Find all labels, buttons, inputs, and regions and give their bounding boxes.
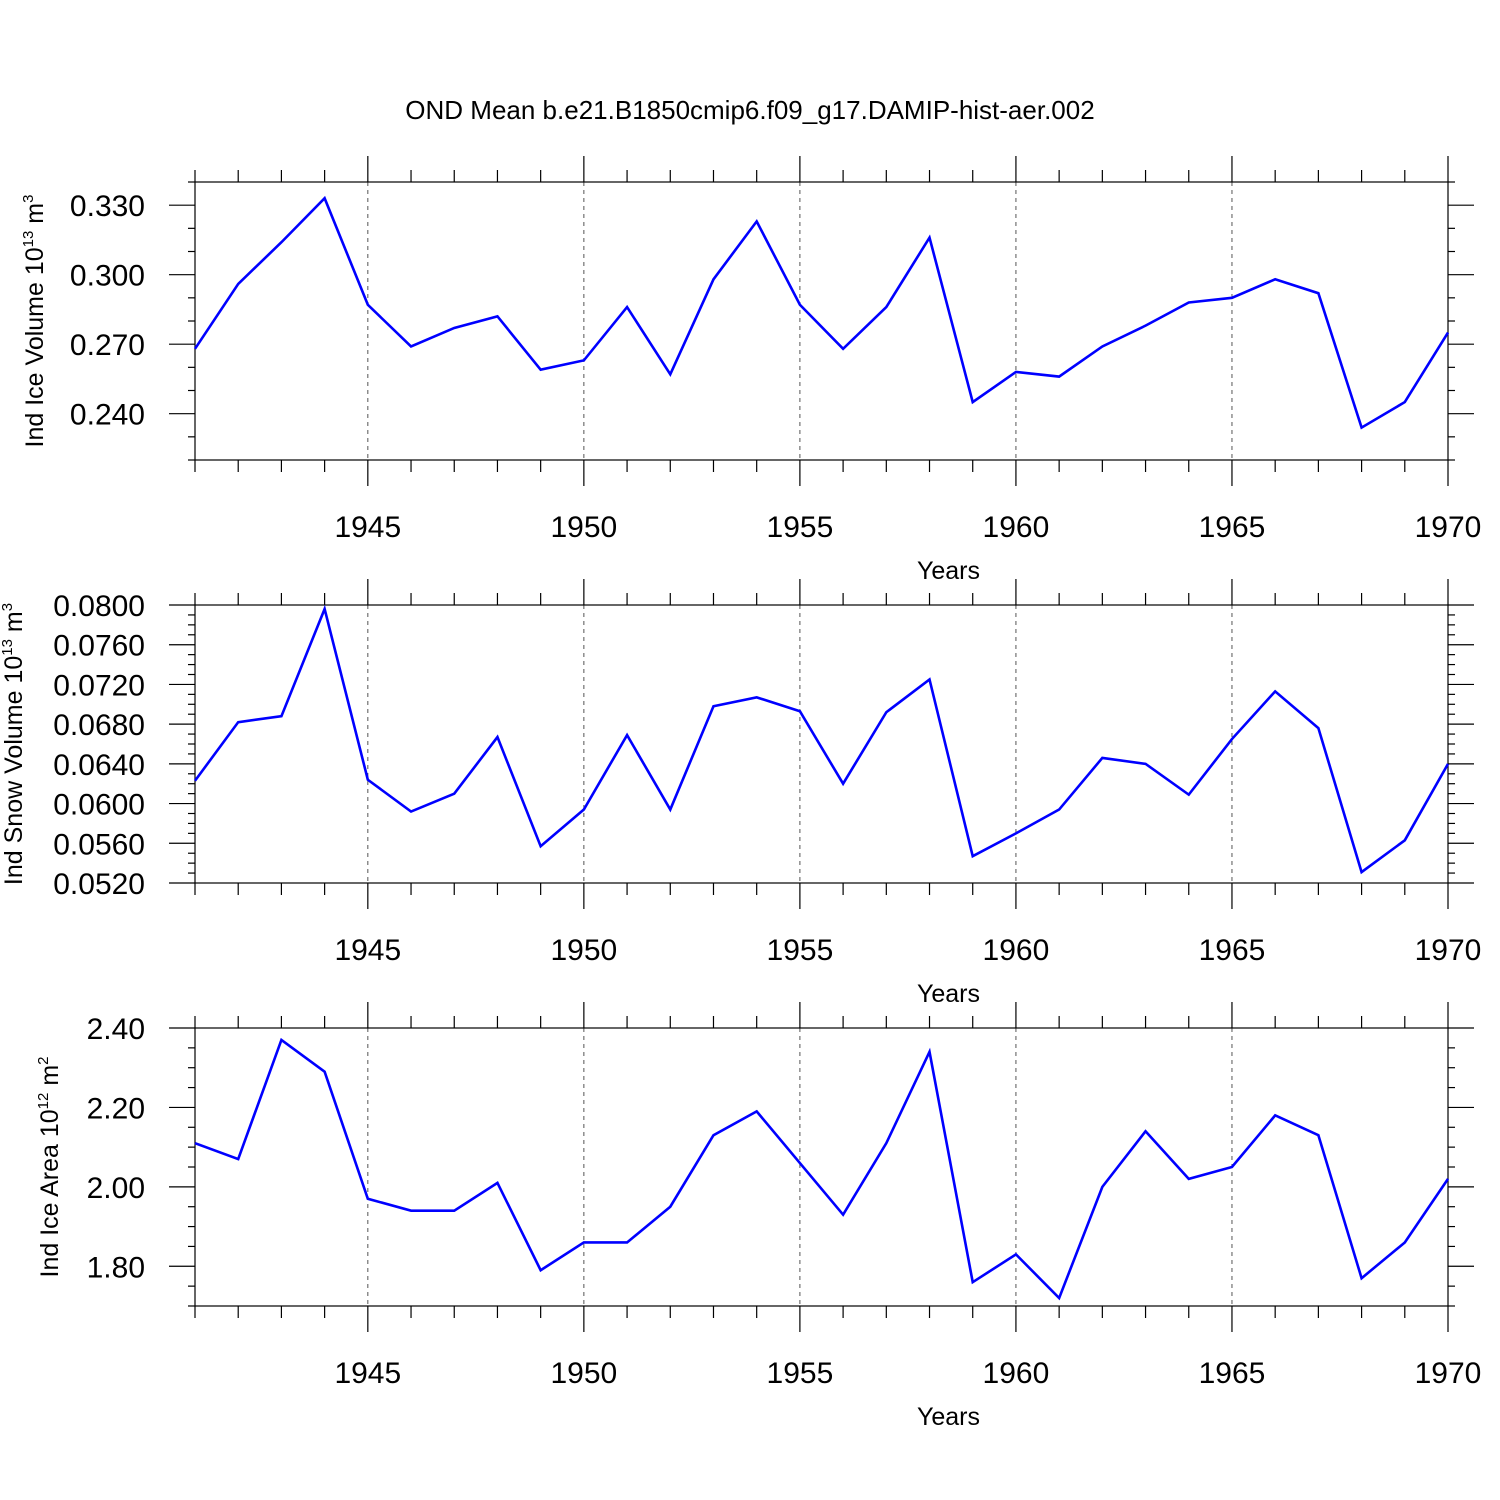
- y-axis-title-superscript: 13: [0, 639, 16, 656]
- y-tick-label: 0.0520: [53, 868, 145, 901]
- series-line: [193, 604, 1450, 875]
- y-tick-label: 0.300: [70, 260, 145, 293]
- y-tick-label: 1.80: [87, 1251, 145, 1284]
- y-tick-label: 0.330: [70, 190, 145, 223]
- x-tick-label: 1965: [1199, 511, 1266, 544]
- y-tick-label: 0.0720: [53, 669, 145, 702]
- x-tick-label: 1950: [550, 934, 617, 967]
- y-tick-label: 2.00: [87, 1172, 145, 1205]
- panel-ice-area: 1945 1950 1955 1960 1965 1970 1.80 2.00 2.20 2.40…: [35, 1002, 1482, 1431]
- y-axis-title-part: Ind Ice Volume 10: [21, 247, 49, 447]
- x-tick-label: 1945: [334, 1357, 401, 1390]
- x-tick-label: 1970: [1415, 511, 1482, 544]
- x-axis-title: Years: [917, 980, 980, 1008]
- series-line: [193, 195, 1450, 430]
- y-axis-title-superscript: 13: [20, 231, 37, 248]
- panel-ice-volume: 1945 1950 1955 1960 1965 1970 0.240 0.270 0.300 0…: [20, 156, 1482, 585]
- y-tick-label: 0.240: [70, 399, 145, 432]
- y-tick-label: 2.20: [87, 1092, 145, 1125]
- y-tick-label: 0.0600: [53, 789, 145, 822]
- y-axis-title-superscript: 2: [35, 1057, 52, 1065]
- y-axis-title-part: m: [21, 203, 49, 231]
- y-axis-title-part: m: [0, 611, 28, 639]
- y-axis-title-part: m: [36, 1065, 64, 1093]
- panels: 1945 1950 1955 1960 1965 1970 0.240 0.270 0.300 0…: [0, 156, 1481, 1431]
- x-axis-title: Years: [917, 1403, 980, 1431]
- y-axis-title-superscript: 3: [20, 195, 37, 203]
- x-tick-label: 1955: [767, 934, 834, 967]
- y-tick-label: 0.0680: [53, 709, 145, 742]
- y-axis-title-superscript: 3: [0, 603, 16, 611]
- x-tick-label: 1950: [550, 1357, 617, 1390]
- x-tick-label: 1945: [334, 511, 401, 544]
- x-tick-label: 1970: [1415, 934, 1482, 967]
- figure-title: OND Mean b.e21.B1850cmip6.f09_g17.DAMIP-…: [405, 95, 1094, 125]
- x-axis-title: Years: [917, 557, 980, 585]
- y-tick-label: 0.0760: [53, 630, 145, 663]
- series-line: [194, 1037, 1450, 1301]
- y-tick-label: 0.0560: [53, 828, 145, 861]
- y-tick-label: 0.0800: [53, 590, 145, 623]
- x-tick-label: 1945: [334, 934, 401, 967]
- plot-frame: [194, 1027, 1449, 1307]
- panel-snow-volume: 1945 1950 1955 1960 1965 1970 0.0520 0.0560 0.06…: [0, 579, 1481, 1008]
- y-axis-title-part: Ind Ice Area 10: [36, 1109, 64, 1277]
- y-axis-title: Ind Snow Volume 1013 m3: [0, 603, 28, 885]
- x-tick-label: 1960: [983, 511, 1050, 544]
- x-tick-label: 1970: [1415, 1357, 1482, 1390]
- x-tick-label: 1950: [550, 511, 617, 544]
- y-axis-title: Ind Ice Area 1012 m2: [35, 1057, 65, 1278]
- y-tick-label: 0.0640: [53, 749, 145, 782]
- plot-frame: [194, 604, 1449, 884]
- x-tick-label: 1960: [983, 1357, 1050, 1390]
- x-tick-label: 1960: [983, 934, 1050, 967]
- y-axis-title-part: Ind Snow Volume 10: [0, 656, 28, 885]
- y-axis-title: Ind Ice Volume 1013 m3: [20, 195, 50, 448]
- x-tick-label: 1965: [1199, 934, 1266, 967]
- y-tick-label: 0.270: [70, 329, 145, 362]
- y-axis-title-superscript: 12: [35, 1093, 52, 1110]
- x-tick-label: 1955: [767, 511, 834, 544]
- x-tick-label: 1965: [1199, 1357, 1266, 1390]
- x-tick-label: 1955: [767, 1357, 834, 1390]
- y-tick-label: 2.40: [87, 1013, 145, 1046]
